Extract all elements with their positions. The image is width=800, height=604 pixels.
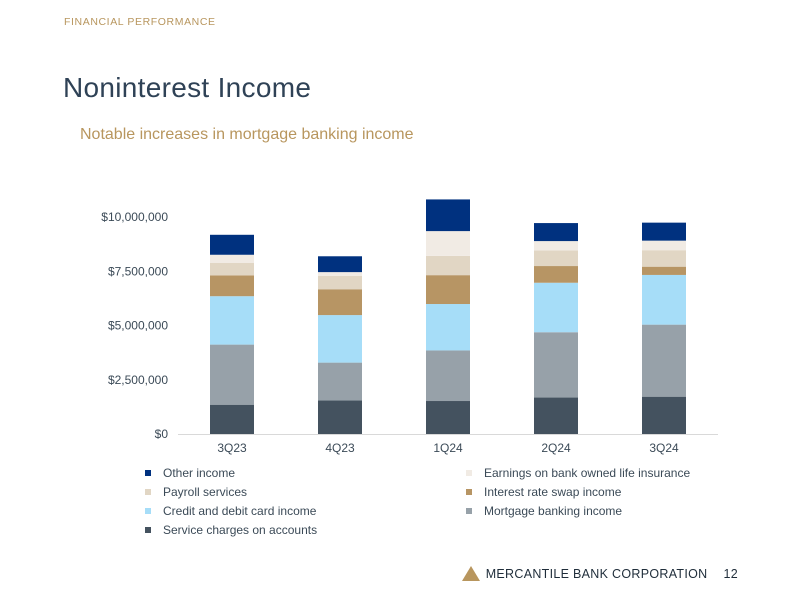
legend-item-interest-rate-swap: Interest rate swap income — [466, 485, 621, 499]
bar-segment-credit-and-debit-card-income — [642, 274, 686, 325]
bar-segment-interest-rate-swap-income — [426, 275, 470, 305]
bar-segment-service-charges-on-accounts — [210, 404, 254, 434]
y-tick-label: $0 — [155, 427, 169, 441]
bar-segment-earnings-on-bank-owned-life-insurance — [210, 254, 254, 264]
stacked-bar-chart: $0 $2,500,000 $5,000,000 $7,500,000 $10,000,… — [101, 199, 718, 455]
x-tick-label: 3Q23 — [217, 441, 247, 455]
bar-segment-payroll-services — [210, 263, 254, 276]
bar-segment-mortgage-banking-income — [534, 332, 578, 398]
legend-label: Other income — [163, 466, 236, 480]
bar-segment-mortgage-banking-income — [318, 362, 362, 401]
bar-segment-payroll-services — [318, 275, 362, 290]
bar-segment-other-income — [426, 199, 470, 232]
legend-swatch — [145, 489, 151, 495]
company-logo-icon — [461, 566, 480, 581]
bar-segment-earnings-on-bank-owned-life-insurance — [426, 231, 470, 256]
legend-label: Interest rate swap income — [484, 485, 622, 499]
bar-segment-service-charges-on-accounts — [318, 400, 362, 434]
bar-segment-interest-rate-swap-income — [210, 275, 254, 297]
bar-segment-interest-rate-swap-income — [642, 266, 686, 275]
bar-segment-interest-rate-swap-income — [534, 266, 578, 283]
legend-swatch — [145, 508, 151, 514]
bar-segment-service-charges-on-accounts — [426, 401, 470, 434]
section-label: FINANCIAL PERFORMANCE — [64, 16, 216, 28]
y-tick-label: $5,000,000 — [108, 319, 168, 333]
bar-segment-mortgage-banking-income — [426, 350, 470, 402]
legend-swatch — [466, 489, 472, 495]
company-name: MERCANTILE BANK CORPORATION — [485, 566, 708, 581]
bar-segment-credit-and-debit-card-income — [318, 315, 362, 363]
bar-segment-earnings-on-bank-owned-life-insurance — [318, 272, 362, 276]
bar-segment-payroll-services — [642, 250, 686, 267]
legend-item-other-income: Other income — [145, 466, 235, 480]
x-tick-label: 2Q24 — [541, 441, 571, 455]
legend-label: Earnings on bank owned life insurance — [484, 466, 691, 480]
y-tick-label: $7,500,000 — [108, 264, 168, 278]
footer: MERCANTILE BANK CORPORATION 12 — [461, 566, 738, 581]
legend-swatch — [466, 470, 472, 476]
legend-swatch — [145, 470, 151, 476]
bar-segment-service-charges-on-accounts — [534, 397, 578, 434]
y-tick-label: $2,500,000 — [108, 373, 168, 387]
bar-segment-other-income — [318, 256, 362, 273]
legend-label: Mortgage banking income — [484, 504, 623, 518]
bar-segment-credit-and-debit-card-income — [534, 282, 578, 333]
bar-segment-mortgage-banking-income — [642, 324, 686, 397]
x-tick-label: 4Q23 — [325, 441, 355, 455]
legend-item-mortgage-banking: Mortgage banking income — [466, 504, 622, 518]
page-number: 12 — [723, 566, 738, 581]
bar-segment-other-income — [642, 222, 686, 241]
x-tick-label: 1Q24 — [433, 441, 463, 455]
legend-swatch — [466, 508, 472, 514]
bar-segment-interest-rate-swap-income — [318, 289, 362, 316]
bar-segment-earnings-on-bank-owned-life-insurance — [642, 240, 686, 251]
page-subtitle: Notable increases in mortgage banking in… — [80, 126, 414, 143]
bar-segment-other-income — [210, 234, 254, 255]
legend-label: Service charges on accounts — [163, 523, 318, 537]
x-tick-label: 3Q24 — [649, 441, 679, 455]
legend-item-card-income: Credit and debit card income — [145, 504, 316, 518]
bar-segment-payroll-services — [426, 255, 470, 276]
bar-segment-mortgage-banking-income — [210, 344, 254, 405]
legend-label: Payroll services — [163, 485, 248, 499]
y-tick-label: $10,000,000 — [101, 210, 168, 224]
bar-segment-earnings-on-bank-owned-life-insurance — [534, 241, 578, 251]
bar-segment-other-income — [534, 223, 578, 242]
bar-segment-credit-and-debit-card-income — [210, 296, 254, 345]
bar-segment-credit-and-debit-card-income — [426, 304, 470, 351]
bar-segment-service-charges-on-accounts — [642, 396, 686, 434]
bar-segment-payroll-services — [534, 250, 578, 267]
legend-item-service-charges: Service charges on accounts — [145, 523, 317, 537]
legend-item-payroll-services: Payroll services — [145, 485, 247, 499]
page-title: Noninterest Income — [63, 72, 312, 103]
legend-label: Credit and debit card income — [163, 504, 317, 518]
legend-item-boli: Earnings on bank owned life insurance — [466, 466, 690, 480]
legend-swatch — [145, 527, 151, 533]
